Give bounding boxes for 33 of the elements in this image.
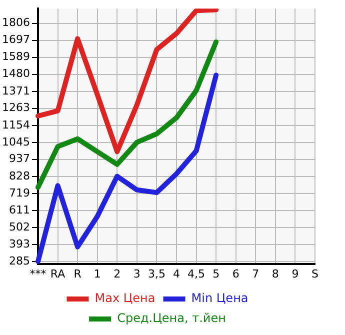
x-tick-label: RA: [50, 267, 66, 280]
y-tick-label: 1806: [2, 16, 30, 30]
y-tick-label: 1371: [2, 84, 30, 98]
x-tick-label: 6: [232, 267, 240, 280]
x-tick-label: 2: [114, 267, 121, 280]
x-tick-label: S: [312, 267, 319, 280]
x-tick-label: 3,5: [148, 267, 166, 280]
y-tick-label: 937: [8, 152, 30, 166]
x-tick-label: 4,5: [188, 267, 206, 280]
y-tick-label: 1154: [2, 118, 30, 132]
x-tick-label: R: [74, 267, 82, 280]
y-tick-label: 1480: [2, 67, 30, 80]
legend-label: Сред.Цена, т.йен: [117, 311, 226, 326]
x-tick-label: 9: [292, 267, 299, 280]
x-tick-label: 4: [172, 267, 180, 280]
y-tick-label: 393: [8, 237, 30, 250]
x-tick-label: 1: [94, 267, 101, 280]
y-tick-label: 285: [8, 254, 30, 268]
legend-label: Min Цена: [191, 291, 248, 306]
x-tick-label: 5: [212, 267, 220, 280]
y-tick-label: 828: [8, 169, 30, 182]
x-tick-label: ***: [30, 267, 47, 280]
x-tick-label: 3: [133, 267, 140, 280]
y-tick-label: 611: [8, 203, 30, 216]
x-tick-label: 7: [252, 267, 260, 280]
y-tick-label: 1697: [2, 33, 30, 46]
y-tick-label: 719: [8, 186, 30, 200]
y-tick-label: 1263: [2, 101, 30, 114]
y-tick-label: 1045: [2, 135, 30, 148]
y-tick-label: 502: [8, 220, 30, 234]
x-tick-label: 8: [272, 267, 279, 280]
legend-label: Max Цена: [94, 291, 156, 306]
y-tick-label: 1589: [2, 50, 30, 64]
